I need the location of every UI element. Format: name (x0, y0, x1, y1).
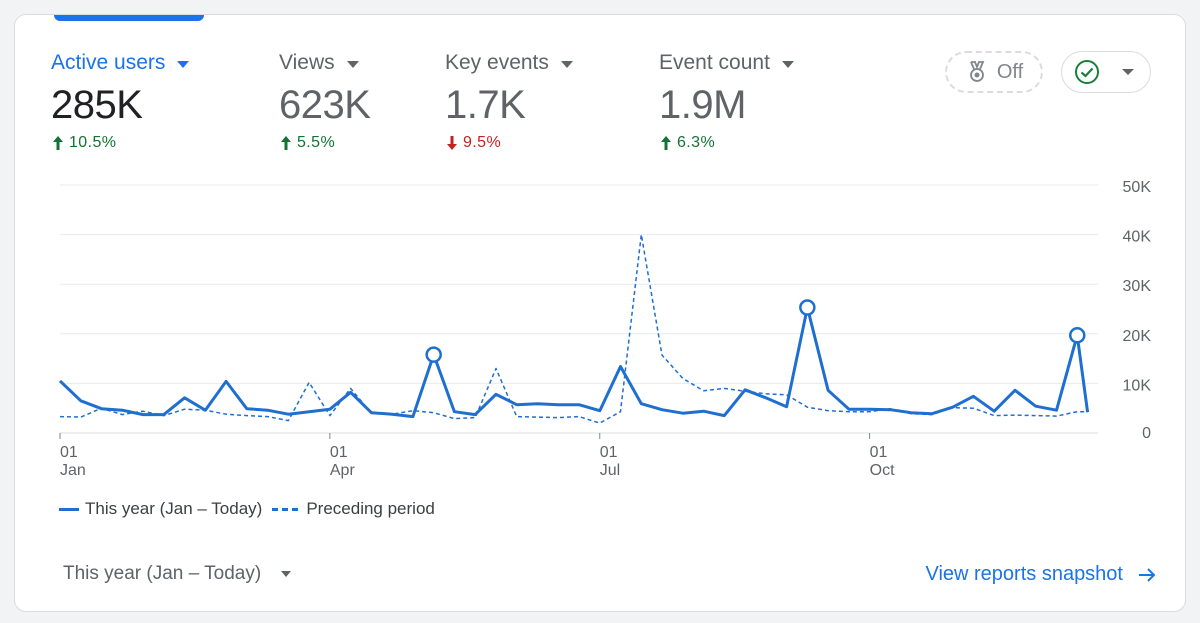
check-circle-icon (1075, 60, 1099, 84)
metric-label: Views (279, 51, 335, 74)
caret-down-icon (177, 60, 190, 68)
arrow-up-icon (661, 136, 671, 150)
metric-value: 623K (279, 83, 371, 127)
caret-down-icon (560, 60, 573, 68)
y-tick-label: 50K (1123, 179, 1152, 196)
metric-change: 5.5% (279, 134, 370, 152)
date-range-selector[interactable]: This year (Jan – Today) (63, 563, 292, 585)
x-tick-day: 01 (600, 444, 618, 461)
metric-header[interactable]: Event count (659, 51, 794, 75)
metric-header[interactable]: Key events (445, 51, 573, 75)
metric-value: 1.7K (445, 83, 526, 127)
caret-down-icon (281, 571, 292, 577)
overview-card: Active users 285K 10.5% Views 623K 5.5% … (14, 14, 1186, 612)
x-tick-day: 01 (60, 444, 78, 461)
metric-label: Key events (445, 51, 549, 74)
legend-swatch-dashed (272, 507, 299, 511)
y-tick-label: 20K (1123, 328, 1152, 345)
metric-event-count[interactable]: Event count 1.9M 6.3% (659, 51, 794, 152)
metric-value: 1.9M (659, 83, 746, 127)
x-tick-month: Apr (330, 462, 356, 479)
metric-label: Event count (659, 51, 770, 74)
arrow-up-icon (281, 136, 291, 150)
y-tick-label: 10K (1123, 377, 1152, 394)
arrow-right-icon (1139, 567, 1156, 582)
metric-change: 6.3% (659, 134, 794, 152)
chart-legend: This year (Jan – Today) Preceding period (59, 499, 445, 519)
metric-value: 285K (51, 83, 143, 127)
arrow-up-icon (53, 136, 63, 150)
metric-change-value: 9.5% (463, 134, 502, 151)
y-tick-label: 0 (1142, 425, 1151, 442)
metric-active-users[interactable]: Active users 285K 10.5% (51, 51, 190, 152)
legend-label-current: This year (Jan – Today) (85, 499, 263, 518)
x-tick-day: 01 (870, 444, 888, 461)
x-tick-month: Jan (60, 462, 86, 479)
medal-icon (969, 61, 985, 82)
metric-header[interactable]: Views (279, 51, 370, 75)
highlighted-point (1068, 327, 1086, 344)
highlighted-point (425, 346, 442, 363)
highlighted-point (799, 299, 816, 316)
legend-label-previous: Preceding period (306, 499, 435, 518)
active-tab-indicator (54, 15, 204, 21)
status-dropdown-button[interactable] (1061, 51, 1151, 93)
x-tick-month: Oct (870, 462, 895, 479)
y-tick-label: 40K (1123, 229, 1152, 246)
arrow-down-icon (447, 136, 457, 150)
legend-item-current: This year (Jan – Today) (59, 499, 262, 519)
series-line-preceding-period (59, 233, 1088, 424)
metric-key-events[interactable]: Key events 1.7K 9.5% (445, 51, 573, 152)
series-line-this-year (58, 306, 1090, 419)
caret-down-icon (781, 60, 794, 68)
caret-down-icon (1122, 69, 1134, 75)
snapshot-link-label: View reports snapshot (925, 563, 1123, 585)
metric-change-value: 5.5% (297, 134, 336, 151)
metric-change-value: 6.3% (677, 134, 716, 151)
metric-change-value: 10.5% (69, 134, 117, 151)
y-tick-label: 30K (1123, 278, 1152, 295)
compare-toggle-button[interactable]: Off (945, 51, 1043, 93)
x-tick-month: Jul (600, 462, 620, 479)
metric-views[interactable]: Views 623K 5.5% (279, 51, 371, 152)
metric-change: 9.5% (445, 134, 573, 152)
legend-item-previous: Preceding period (272, 499, 435, 519)
date-range-label: This year (Jan – Today) (63, 563, 262, 584)
x-tick-day: 01 (330, 444, 348, 461)
metric-header[interactable]: Active users (51, 51, 190, 75)
metric-change: 10.5% (51, 134, 189, 152)
compare-toggle-label: Off (996, 60, 1024, 83)
view-reports-snapshot-link[interactable]: View reports snapshot (925, 563, 1157, 586)
legend-swatch-solid (59, 507, 79, 511)
caret-down-icon (346, 60, 359, 68)
metric-label: Active users (51, 51, 166, 74)
